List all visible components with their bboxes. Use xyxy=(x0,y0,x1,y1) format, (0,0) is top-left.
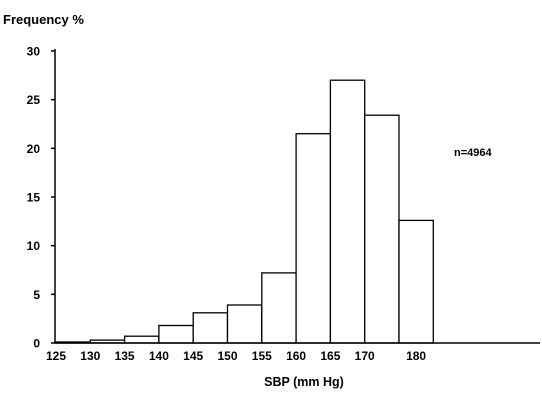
y-ticks-group: 0 5 10 15 20 25 30 xyxy=(27,45,55,351)
bar-145-150 xyxy=(192,312,229,344)
y-tick-label-30: 30 xyxy=(27,45,41,59)
bar-165-170 xyxy=(329,79,366,344)
y-axis-label: Frequency % xyxy=(3,12,84,27)
x-tick-label-135: 135 xyxy=(115,349,135,363)
x-axis-label: SBP (mm Hg) xyxy=(264,375,344,389)
y-tick-label-5: 5 xyxy=(33,288,40,302)
y-tick-label-0: 0 xyxy=(33,337,40,351)
x-tick-label-160: 160 xyxy=(286,349,306,363)
bar-150-155 xyxy=(226,304,263,344)
x-tick-label-155: 155 xyxy=(252,349,272,363)
x-tick-label-125: 125 xyxy=(46,349,66,363)
y-tick-label-20: 20 xyxy=(27,142,41,156)
y-tick-label-10: 10 xyxy=(27,239,41,253)
x-tick-label-145: 145 xyxy=(183,349,203,363)
bar-140-145 xyxy=(158,324,194,344)
x-tick-label-170: 170 xyxy=(355,349,375,363)
y-tick-label-15: 15 xyxy=(27,191,41,205)
bar-135-140 xyxy=(123,335,160,344)
x-tick-label-180: 180 xyxy=(406,349,426,363)
bar-155-160 xyxy=(261,272,297,344)
x-tick-label-140: 140 xyxy=(149,349,169,363)
y-tick-label-25: 25 xyxy=(27,93,41,107)
x-ticks-group: 125 130 135 140 145 150 155 160 165 170 180 xyxy=(46,349,426,363)
x-tick-label-130: 130 xyxy=(80,349,100,363)
x-tick-label-165: 165 xyxy=(320,349,340,363)
bars-group xyxy=(55,79,434,344)
sample-size-annotation: n=4964 xyxy=(454,147,492,159)
bar-175-180 xyxy=(398,219,434,344)
x-tick-label-150: 150 xyxy=(217,349,237,363)
bar-170-175 xyxy=(364,114,400,344)
bar-160-165 xyxy=(295,133,332,344)
